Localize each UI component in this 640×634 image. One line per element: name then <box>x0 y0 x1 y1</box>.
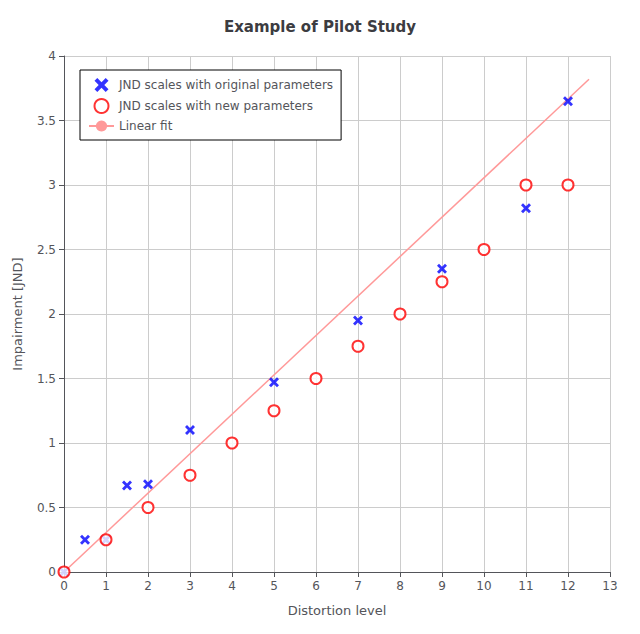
svg-text:11: 11 <box>518 579 533 593</box>
svg-text:Linear fit: Linear fit <box>119 119 173 133</box>
svg-text:JND scales with original param: JND scales with original parameters <box>118 78 333 92</box>
svg-text:1: 1 <box>48 436 56 450</box>
svg-text:Example of Pilot Study: Example of Pilot Study <box>224 18 416 36</box>
svg-text:3.5: 3.5 <box>37 114 56 128</box>
svg-text:5: 5 <box>270 579 278 593</box>
svg-text:Impairment [JND]: Impairment [JND] <box>10 257 25 370</box>
svg-text:7: 7 <box>354 579 362 593</box>
svg-text:9: 9 <box>438 579 446 593</box>
svg-text:1.5: 1.5 <box>37 372 56 386</box>
svg-text:2: 2 <box>48 307 56 321</box>
svg-text:JND scales with new parameters: JND scales with new parameters <box>118 99 313 113</box>
svg-text:1: 1 <box>102 579 110 593</box>
svg-text:0.5: 0.5 <box>37 501 56 515</box>
svg-text:3: 3 <box>48 178 56 192</box>
svg-text:Distortion level: Distortion level <box>288 603 387 618</box>
svg-text:0: 0 <box>48 565 56 579</box>
svg-text:10: 10 <box>476 579 491 593</box>
svg-text:4: 4 <box>48 49 56 63</box>
svg-text:2: 2 <box>144 579 152 593</box>
svg-text:6: 6 <box>312 579 320 593</box>
svg-text:0: 0 <box>60 579 68 593</box>
svg-text:12: 12 <box>560 579 575 593</box>
svg-text:4: 4 <box>228 579 236 593</box>
svg-text:13: 13 <box>602 579 617 593</box>
svg-text:2.5: 2.5 <box>37 243 56 257</box>
svg-text:8: 8 <box>396 579 404 593</box>
svg-text:3: 3 <box>186 579 194 593</box>
